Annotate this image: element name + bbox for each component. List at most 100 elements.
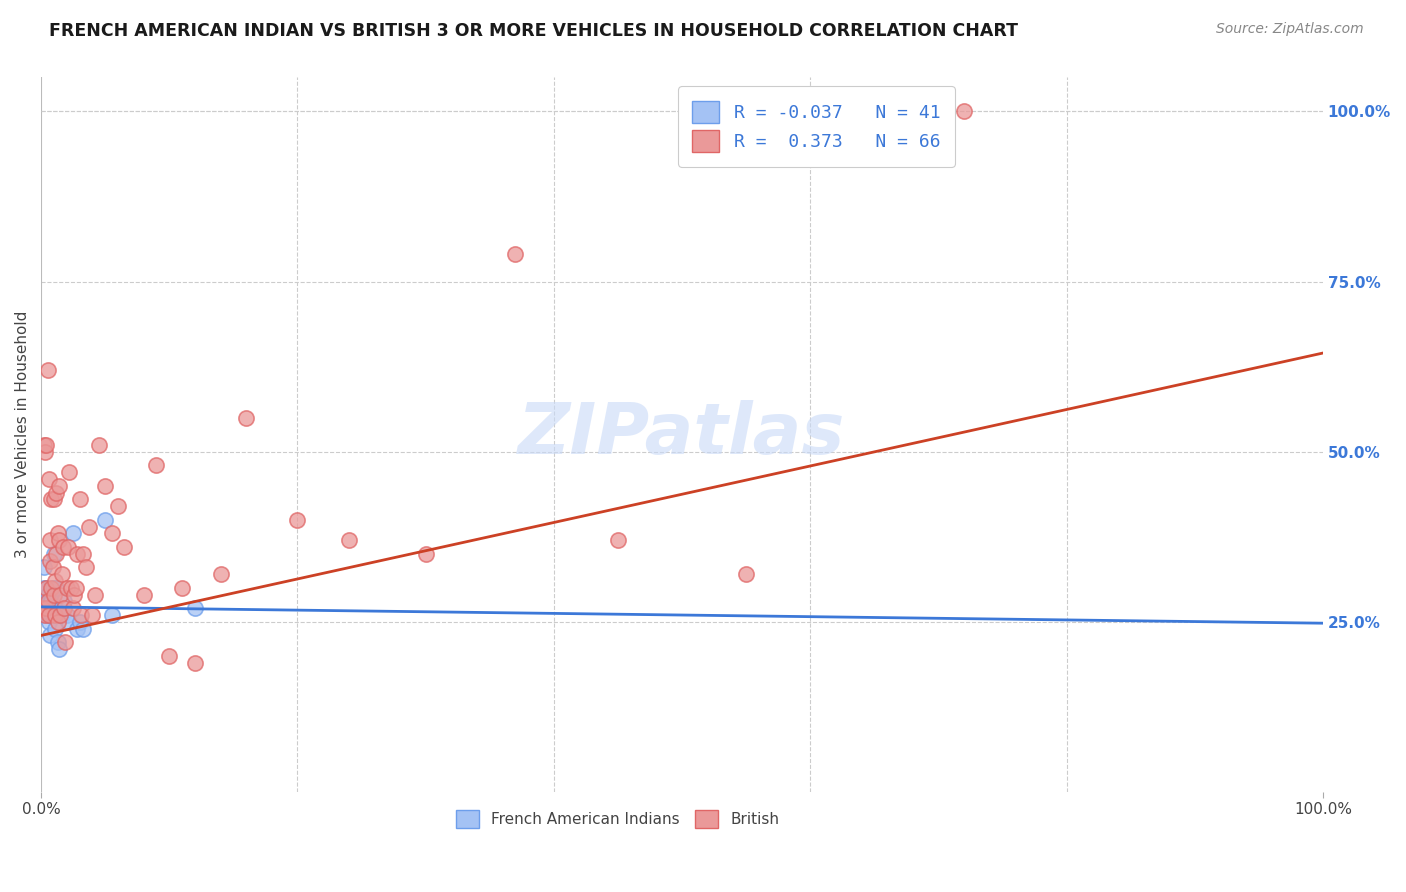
Legend: French American Indians, British: French American Indians, British: [450, 804, 786, 834]
Point: [45, 581, 67, 595]
Point: [235, 410, 257, 425]
Point: [53, 601, 76, 615]
Point: [51, 607, 73, 622]
Point: [70, 607, 93, 622]
Point: [735, 567, 758, 582]
Point: [37, 588, 59, 602]
Point: [58, 465, 80, 479]
Point: [66, 622, 89, 636]
Point: [48, 533, 70, 548]
Point: [337, 533, 360, 548]
Point: [52, 540, 75, 554]
Point: [107, 499, 129, 513]
Point: [35, 438, 58, 452]
Point: [41, 492, 63, 507]
Point: [953, 104, 976, 119]
Point: [46, 635, 69, 649]
Point: [505, 247, 527, 261]
Point: [37, 363, 59, 377]
Point: [41, 607, 63, 622]
Y-axis label: 3 or more Vehicles in Household: 3 or more Vehicles in Household: [15, 311, 30, 558]
Point: [49, 588, 72, 602]
Point: [184, 656, 207, 670]
Point: [415, 547, 437, 561]
Point: [209, 567, 232, 582]
Point: [69, 615, 91, 629]
Point: [55, 607, 77, 622]
Point: [34, 444, 56, 458]
Point: [606, 533, 628, 548]
Point: [41, 560, 63, 574]
Point: [35, 581, 58, 595]
Point: [72, 547, 94, 561]
Text: FRENCH AMERICAN INDIAN VS BRITISH 3 OR MORE VEHICLES IN HOUSEHOLD CORRELATION CH: FRENCH AMERICAN INDIAN VS BRITISH 3 OR M…: [49, 22, 1018, 40]
Point: [112, 540, 135, 554]
Point: [55, 581, 77, 595]
Point: [45, 485, 67, 500]
Point: [49, 607, 72, 622]
Point: [46, 615, 69, 629]
Point: [39, 607, 62, 622]
Point: [41, 594, 63, 608]
Point: [62, 526, 84, 541]
Point: [58, 615, 80, 629]
Point: [34, 607, 56, 622]
Point: [34, 601, 56, 615]
Point: [145, 458, 167, 473]
Point: [94, 513, 117, 527]
Point: [41, 581, 63, 595]
Point: [44, 607, 66, 622]
Point: [37, 601, 59, 615]
Point: [38, 472, 60, 486]
Point: [42, 492, 65, 507]
Point: [34, 607, 56, 622]
Point: [38, 607, 60, 622]
Point: [75, 560, 97, 574]
Point: [55, 635, 77, 649]
Point: [59, 581, 82, 595]
Point: [65, 581, 87, 595]
Point: [32, 560, 55, 574]
Point: [63, 588, 86, 602]
Point: [35, 601, 58, 615]
Point: [39, 553, 62, 567]
Point: [39, 533, 62, 548]
Point: [38, 607, 60, 622]
Point: [84, 588, 107, 602]
Point: [41, 607, 63, 622]
Point: [94, 479, 117, 493]
Point: [41, 581, 63, 595]
Point: [35, 581, 58, 595]
Point: [37, 594, 59, 608]
Point: [34, 594, 56, 608]
Point: [100, 526, 122, 541]
Point: [172, 581, 194, 595]
Point: [46, 526, 69, 541]
Text: ZIPatlas: ZIPatlas: [519, 401, 845, 469]
Point: [35, 594, 58, 608]
Point: [45, 547, 67, 561]
Point: [87, 438, 110, 452]
Point: [38, 594, 60, 608]
Point: [48, 642, 70, 657]
Point: [77, 519, 100, 533]
Point: [32, 601, 55, 615]
Point: [32, 581, 55, 595]
Point: [287, 513, 309, 527]
Point: [48, 479, 70, 493]
Point: [53, 594, 76, 608]
Point: [62, 601, 84, 615]
Point: [44, 574, 66, 588]
Point: [44, 622, 66, 636]
Point: [44, 601, 66, 615]
Point: [35, 601, 58, 615]
Point: [42, 588, 65, 602]
Point: [100, 607, 122, 622]
Point: [38, 615, 60, 629]
Point: [39, 628, 62, 642]
Point: [72, 622, 94, 636]
Point: [31, 601, 53, 615]
Point: [35, 607, 58, 622]
Point: [56, 540, 79, 554]
Point: [82, 607, 104, 622]
